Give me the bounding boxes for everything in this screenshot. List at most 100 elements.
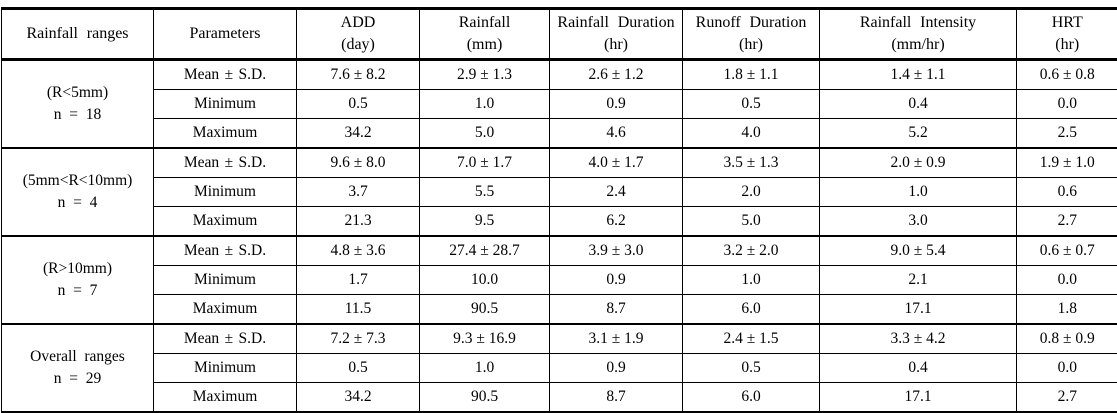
column-unit: (hr) [604, 36, 628, 53]
table-row: Minimum 0.5 1.0 0.9 0.5 0.4 0.0 [2, 353, 1117, 383]
value-cell: 8.7 [549, 382, 683, 413]
value-cell: 3.2 ± 2.0 [682, 235, 820, 266]
value-cell: 0.4 [819, 89, 1017, 119]
table-row: Minimum 3.7 5.5 2.4 2.0 1.0 0.6 [2, 177, 1117, 207]
table-row: Minimum 1.7 10.0 0.9 1.0 2.1 0.0 [2, 265, 1117, 295]
value-cell: 7.2 ± 7.3 [296, 323, 420, 354]
value-cell: 9.0 ± 5.4 [819, 235, 1017, 266]
column-header-parameters: Parameters [153, 7, 297, 61]
value-cell: 9.6 ± 8.0 [296, 147, 420, 178]
value-cell: 17.1 [819, 382, 1017, 413]
table-row: (R<5mm) n = 18 Mean ± S.D. 7.6 ± 8.2 2.9… [1, 59, 1117, 149]
value-cell: 0.8 ± 0.9 [1016, 323, 1117, 354]
parameter-cell: Maximum [153, 206, 297, 237]
value-cell: 2.1 [819, 265, 1017, 295]
column-header-rainfall-ranges: Rainfall ranges [1, 7, 154, 61]
value-cell: 5.0 [682, 206, 820, 237]
value-cell: 4.8 ± 3.6 [296, 235, 420, 266]
value-cell: 2.0 [682, 177, 820, 207]
column-header-runoff-duration: Runoff Duration (hr) [682, 7, 820, 61]
value-cell: 1.0 [682, 265, 820, 295]
column-label: Rainfall [458, 14, 511, 31]
value-cell: 34.2 [296, 118, 420, 149]
parameter-cell: Minimum [153, 265, 297, 295]
value-cell: 3.7 [296, 177, 420, 207]
parameter-cell: Maximum [153, 118, 297, 149]
column-label: Rainfall ranges [26, 25, 129, 42]
value-cell: 0.0 [1016, 89, 1117, 119]
column-unit: (mm/hr) [891, 36, 945, 53]
parameter-cell: Maximum [153, 294, 297, 325]
value-cell: 1.0 [419, 353, 550, 383]
value-cell: 6.0 [682, 294, 820, 325]
sample-count: n = 18 [53, 106, 102, 123]
column-unit: (day) [341, 36, 375, 53]
value-cell: 0.0 [1016, 353, 1117, 383]
header-row: Rainfall ranges Parameters ADD (day) Rain… [1, 7, 1117, 61]
value-cell: 0.5 [682, 89, 820, 119]
value-cell: 5.5 [419, 177, 550, 207]
parameter-cell: Maximum [153, 382, 297, 413]
value-cell: 3.3 ± 4.2 [819, 323, 1017, 354]
value-cell: 0.6 [1016, 177, 1117, 207]
table-row: Maximum 11.5 90.5 8.7 6.0 17.1 1.8 [2, 294, 1117, 325]
value-cell: 0.5 [296, 353, 420, 383]
value-cell: 4.0 ± 1.7 [549, 147, 683, 178]
column-header-rainfall-intensity: Rainfall Intensity (mm/hr) [819, 7, 1017, 61]
value-cell: 7.0 ± 1.7 [419, 147, 550, 178]
table-header: Rainfall ranges Parameters ADD (day) Rain… [1, 7, 1117, 61]
column-header-rainfall-duration: Rainfall Duration (hr) [549, 7, 683, 61]
value-cell: 17.1 [819, 294, 1017, 325]
table-row: Minimum 0.5 1.0 0.9 0.5 0.4 0.0 [2, 89, 1117, 119]
value-cell: 2.0 ± 0.9 [819, 147, 1017, 178]
value-cell: 1.4 ± 1.1 [819, 59, 1017, 90]
value-cell: 27.4 ± 28.7 [419, 235, 550, 266]
value-cell: 2.4 [549, 177, 683, 207]
column-label: ADD [340, 14, 376, 31]
value-cell: 6.2 [549, 206, 683, 237]
value-cell: 0.9 [549, 353, 683, 383]
value-cell: 1.8 [1016, 294, 1117, 325]
value-cell: 0.4 [819, 353, 1017, 383]
column-label: Rainfall Intensity [859, 14, 977, 31]
value-cell: 0.0 [1016, 265, 1117, 295]
value-cell: 34.2 [296, 382, 420, 413]
value-cell: 7.6 ± 8.2 [296, 59, 420, 90]
table-body: (R<5mm) n = 18 Mean ± S.D. 7.6 ± 8.2 2.9… [1, 59, 1117, 413]
table-row: (5mm<R<10mm) n = 4 Mean ± S.D. 9.6 ± 8.0… [1, 147, 1117, 237]
value-cell: 2.7 [1016, 382, 1117, 413]
value-cell: 4.0 [682, 118, 820, 149]
parameter-cell: Mean ± S.D. [153, 147, 297, 178]
range-text: Overall ranges [30, 348, 125, 365]
parameter-cell: Mean ± S.D. [153, 59, 297, 90]
table-row: (R>10mm) n = 7 Mean ± S.D. 4.8 ± 3.6 27.… [1, 235, 1117, 325]
value-cell: 3.9 ± 3.0 [549, 235, 683, 266]
value-cell: 1.7 [296, 265, 420, 295]
value-cell: 2.4 ± 1.5 [682, 323, 820, 354]
value-cell: 1.0 [419, 89, 550, 119]
value-cell: 1.0 [819, 177, 1017, 207]
column-unit: (hr) [739, 36, 763, 53]
value-cell: 1.9 ± 1.0 [1016, 147, 1117, 178]
parameter-cell: Mean ± S.D. [153, 235, 297, 266]
value-cell: 0.5 [682, 353, 820, 383]
table-row: Maximum 34.2 5.0 4.6 4.0 5.2 2.5 [2, 118, 1117, 149]
value-cell: 2.7 [1016, 206, 1117, 237]
row-group-label: (R<5mm) n = 18 [1, 59, 154, 149]
column-label: Runoff Duration [695, 14, 807, 31]
range-text: (R<5mm) [46, 84, 109, 101]
sample-count: n = 4 [57, 194, 98, 211]
value-cell: 10.0 [419, 265, 550, 295]
value-cell: 8.7 [549, 294, 683, 325]
parameter-cell: Minimum [153, 353, 297, 383]
value-cell: 2.6 ± 1.2 [549, 59, 683, 90]
value-cell: 4.6 [549, 118, 683, 149]
value-cell: 5.0 [419, 118, 550, 149]
table-row: Overall ranges n = 29 Mean ± S.D. 7.2 ± … [1, 323, 1117, 413]
column-unit: (mm) [466, 36, 503, 53]
parameter-cell: Minimum [153, 177, 297, 207]
row-group-label: Overall ranges n = 29 [1, 323, 154, 413]
value-cell: 21.3 [296, 206, 420, 237]
value-cell: 3.1 ± 1.9 [549, 323, 683, 354]
